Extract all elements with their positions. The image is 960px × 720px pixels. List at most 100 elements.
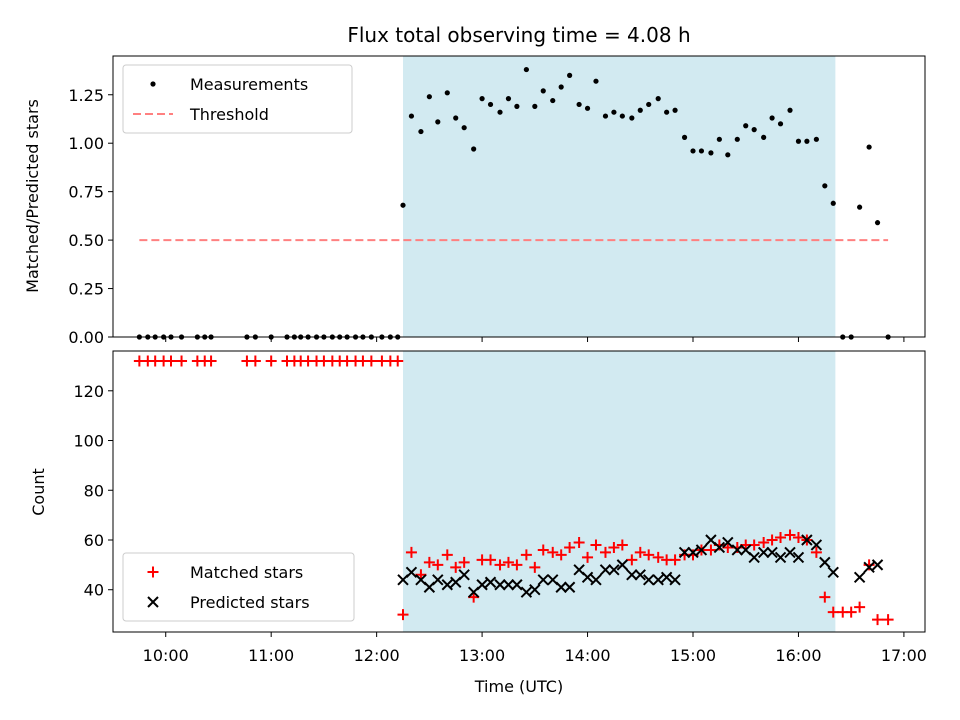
matched-stars-point xyxy=(249,355,261,367)
bottom-panel-legend: Matched stars Predicted stars xyxy=(122,552,355,622)
predicted-stars-point xyxy=(731,544,743,556)
measurements-point xyxy=(567,72,573,78)
x-tick-label: 16:00 xyxy=(775,646,821,665)
measurements-point xyxy=(523,66,529,73)
x-tick-label: 14:00 xyxy=(564,646,610,665)
measurements-point xyxy=(822,183,828,189)
measurements-point xyxy=(611,109,617,115)
predicted-stars-point xyxy=(766,546,778,559)
predicted-stars-point xyxy=(616,559,629,571)
measurements-point xyxy=(777,121,784,127)
observing-interval-shade xyxy=(403,56,836,337)
predicted-stars-point xyxy=(405,566,418,579)
matched-stars-point xyxy=(582,551,594,563)
predicted-stars-point xyxy=(827,566,839,579)
measurements-point xyxy=(637,107,643,113)
y-tick-label: 40 xyxy=(84,581,104,600)
matched-stars-point xyxy=(634,546,646,558)
predicted-stars-point xyxy=(537,574,549,586)
measurements-point xyxy=(558,84,564,90)
predicted-stars-point xyxy=(608,564,620,576)
matched-stars-point xyxy=(176,355,188,367)
measurements-point xyxy=(576,101,582,108)
predicted-stars-point xyxy=(494,579,506,591)
y-tick-label: 80 xyxy=(84,481,104,500)
matched-stars-point xyxy=(599,546,611,558)
legend-layer: Measurements Threshold Matched stars Predic… xyxy=(122,64,355,622)
matched-stars-point xyxy=(705,544,717,556)
measurements-point xyxy=(505,96,512,102)
matched-stars-point xyxy=(494,559,506,571)
legend-box xyxy=(122,552,355,622)
measurements-point xyxy=(497,109,503,115)
matched-stars-point xyxy=(882,614,894,626)
measurements-point xyxy=(619,113,625,119)
predicted-stars-point xyxy=(432,574,444,586)
measurements-point xyxy=(487,101,494,108)
measurements-point xyxy=(708,150,714,156)
measurements-point xyxy=(769,115,775,121)
legend-marker xyxy=(147,596,159,608)
measurements-point xyxy=(716,136,722,142)
matched-stars-point xyxy=(810,546,822,558)
measurements-point xyxy=(514,103,520,109)
measurements-point xyxy=(400,202,406,208)
top-panel-legend: Measurements Threshold xyxy=(122,64,353,134)
measurements-point xyxy=(866,144,872,150)
predicted-stars-point xyxy=(484,576,497,588)
measurements-point xyxy=(857,204,863,210)
x-tick-label: 17:00 xyxy=(881,646,927,665)
measurements-point xyxy=(453,115,459,121)
predicted-stars-point xyxy=(563,581,576,593)
y-tick-label: 60 xyxy=(84,531,104,550)
predicted-stars-point xyxy=(441,579,453,591)
measurements-point xyxy=(435,119,441,125)
matched-stars-point xyxy=(819,591,831,603)
measurements-point xyxy=(725,152,731,158)
predicted-stars-point xyxy=(784,546,796,559)
x-tick-label: 10:00 xyxy=(143,646,189,665)
matched-stars-point xyxy=(590,539,602,551)
bottom-panel-frame xyxy=(112,350,926,633)
measurements-point xyxy=(602,113,609,119)
matched-stars-point xyxy=(432,559,444,571)
axes-frames xyxy=(112,55,926,633)
legend-label: Measurements xyxy=(190,75,308,94)
matched-stars-point xyxy=(669,554,681,566)
measurements-point xyxy=(804,138,810,144)
matched-stars-point xyxy=(537,544,549,556)
matched-stars-point xyxy=(520,549,532,561)
matched-stars-point xyxy=(854,601,866,613)
measurements-point xyxy=(743,123,749,129)
y-tick-label: 1.00 xyxy=(68,134,104,153)
predicted-stars-point xyxy=(695,544,708,556)
predicted-stars-point xyxy=(713,541,726,554)
predicted-stars-point xyxy=(520,586,533,598)
predicted-stars-point xyxy=(476,579,488,591)
marker-layer xyxy=(133,66,894,626)
measurements-point xyxy=(874,220,881,226)
predicted-stars-point xyxy=(748,551,760,564)
measurements-point xyxy=(479,96,485,102)
matched-stars-point xyxy=(511,559,523,571)
matched-stars-point xyxy=(441,549,453,561)
predicted-stars-point xyxy=(590,574,602,586)
measurements-point xyxy=(681,134,688,140)
top-panel-frame xyxy=(112,55,926,338)
bottom-panel-y-axis-label: Count xyxy=(29,468,48,516)
y-tick-label: 0.25 xyxy=(68,280,104,299)
predicted-stars-point xyxy=(643,574,655,586)
matched-stars-point xyxy=(485,554,497,566)
matched-stars-point xyxy=(502,556,514,568)
observing-interval-shade xyxy=(403,351,836,632)
predicted-stars-point xyxy=(687,546,699,559)
measurements-point xyxy=(444,90,450,96)
matched-stars-point xyxy=(450,561,462,573)
matched-stars-point xyxy=(265,355,277,367)
matched-stars-point xyxy=(792,532,804,544)
legend-label: Predicted stars xyxy=(190,593,310,612)
matched-stars-point xyxy=(529,561,541,573)
predicted-stars-point xyxy=(511,579,523,591)
measurements-point xyxy=(795,138,802,144)
measurements-point xyxy=(532,103,538,109)
